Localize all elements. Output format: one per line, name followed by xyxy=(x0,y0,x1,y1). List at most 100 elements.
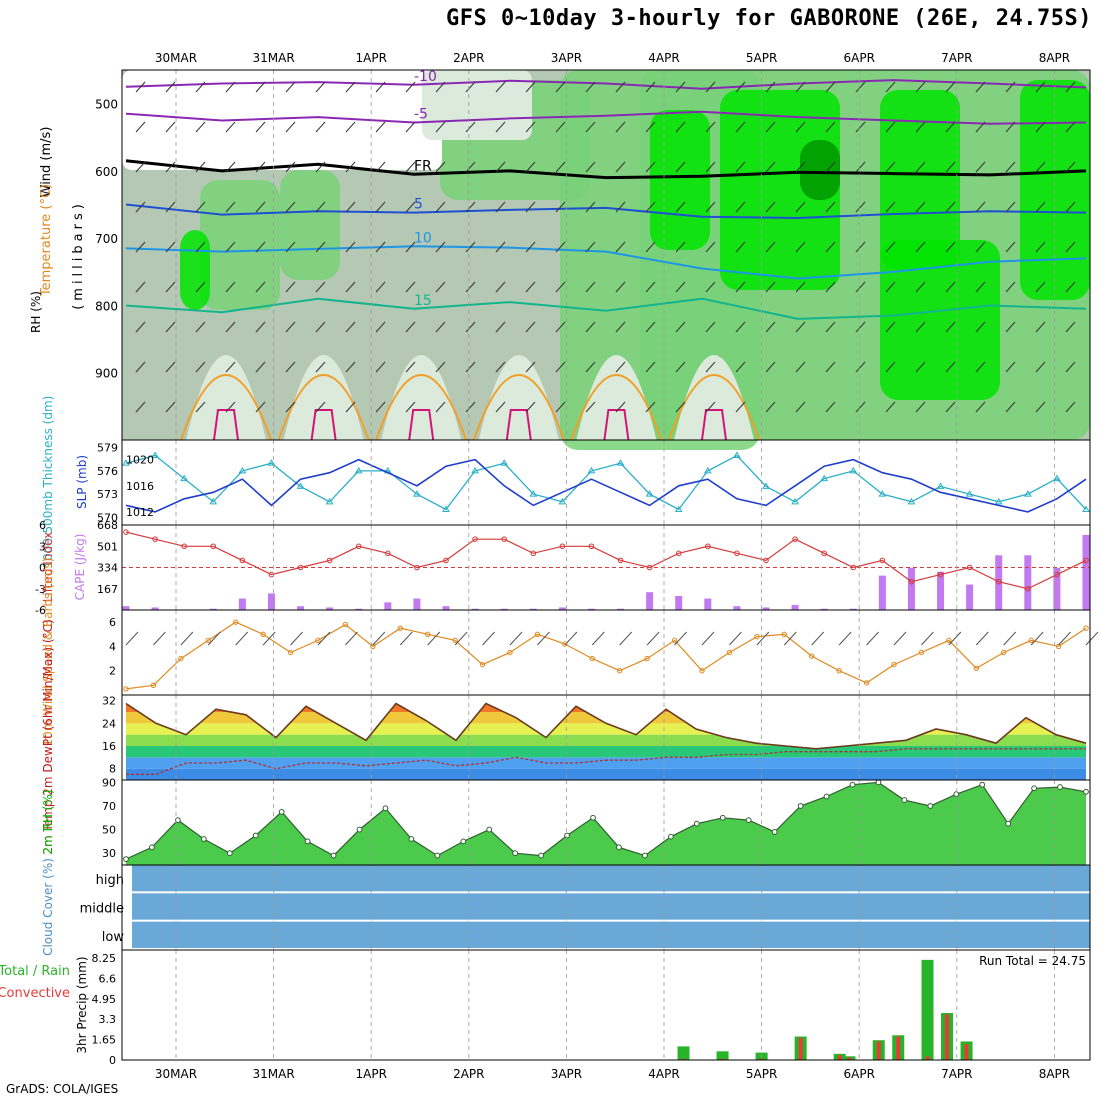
wind-barb xyxy=(825,161,836,173)
rh-point xyxy=(174,817,181,824)
thickness-point xyxy=(965,490,974,497)
wind-barb xyxy=(525,361,536,373)
wind-barb xyxy=(225,121,236,133)
precip-convective-bar xyxy=(798,1037,803,1060)
temp-tick: 24 xyxy=(102,717,116,730)
wind-barb xyxy=(405,401,416,413)
wind-barb xyxy=(915,361,926,373)
li-tick: -3 xyxy=(35,583,46,596)
wind-barb xyxy=(315,281,326,293)
rh-point xyxy=(564,832,570,839)
thickness-point xyxy=(471,466,479,474)
rh-point xyxy=(642,852,648,859)
wind-speed-point xyxy=(863,680,870,686)
lifted-index-point xyxy=(355,543,362,550)
cape-bar xyxy=(500,608,508,610)
wind-barb xyxy=(495,81,506,93)
wind-barb xyxy=(405,161,416,173)
lifted-index-point xyxy=(297,564,304,571)
wind-barb xyxy=(765,241,776,253)
wind-barb xyxy=(495,401,506,413)
wind-speed-point xyxy=(452,637,458,644)
wind-barb xyxy=(405,241,416,253)
chart-title: GFS 0~10day 3-hourly for GABORONE (26E, … xyxy=(445,6,1092,31)
wind-barb xyxy=(195,321,206,333)
cape-bar xyxy=(995,555,1003,610)
wind-barb xyxy=(285,161,296,173)
wind-barb xyxy=(165,81,176,93)
wind-barb xyxy=(765,161,776,173)
wind-barb xyxy=(855,321,866,333)
rh-tick: 90 xyxy=(102,776,116,789)
slp-tick: 1020 xyxy=(126,454,154,467)
cape-bar xyxy=(762,607,770,610)
precip-convective-bar xyxy=(964,1043,969,1060)
temp-band xyxy=(126,703,1086,712)
wind-barb xyxy=(645,321,656,333)
rh-point xyxy=(252,832,259,839)
rh-region xyxy=(650,110,710,250)
wind-barb xyxy=(435,81,446,93)
thickness-point xyxy=(296,482,305,489)
temp-contour-20 xyxy=(472,374,565,441)
rh-region xyxy=(280,170,340,280)
wind-barb xyxy=(729,631,742,646)
temperature-contour xyxy=(125,79,1087,90)
slp-axis-label: SLP (mb) xyxy=(75,455,89,509)
thickness-point xyxy=(878,490,887,497)
wind-barb xyxy=(783,631,797,646)
rh-point xyxy=(590,814,596,821)
wind-barb xyxy=(495,241,506,253)
wind-barb xyxy=(555,281,566,293)
rh-region xyxy=(880,90,960,270)
rh-point xyxy=(382,805,389,812)
wind-barb xyxy=(315,361,326,373)
wind-barb xyxy=(345,281,356,293)
wind-barb xyxy=(509,631,523,646)
wind-barb xyxy=(1035,201,1046,213)
li-tick: 6 xyxy=(39,519,46,532)
wind-barb xyxy=(465,401,476,413)
wind-barb xyxy=(1005,401,1016,413)
wind-barb xyxy=(135,361,146,373)
wind-barb xyxy=(765,281,776,293)
bottom-date-label: 2APR xyxy=(453,1067,484,1081)
top-date-label: 6APR xyxy=(843,51,874,65)
wind-barb xyxy=(454,631,468,646)
wind-barb xyxy=(165,241,176,253)
rh-point xyxy=(304,838,311,845)
wind-barb xyxy=(765,321,776,333)
cape-bar xyxy=(646,592,654,610)
wind-barb xyxy=(675,121,686,133)
wind-barb xyxy=(705,321,716,333)
cape-bar xyxy=(1053,568,1061,610)
rh-point xyxy=(330,852,337,859)
precip-convective-bar xyxy=(876,1041,881,1060)
wind-barb xyxy=(945,81,956,93)
wind-barb xyxy=(375,281,386,293)
cloud-layer xyxy=(132,921,1090,948)
wind-barb xyxy=(915,81,926,93)
wind-barb xyxy=(435,121,446,133)
wind-barb xyxy=(555,121,566,133)
wind-barb xyxy=(495,281,506,293)
temperature-contour xyxy=(125,203,1087,220)
thickness-tick: 570 xyxy=(97,511,118,524)
precip-tick: 3.3 xyxy=(99,1013,117,1026)
wind-speed-point xyxy=(150,682,157,688)
thickness-point xyxy=(238,466,247,474)
li-tick: 0 xyxy=(39,562,46,575)
lifted-index-point xyxy=(588,543,595,550)
wind-barb xyxy=(495,161,506,173)
rh-axis-label: RH (%) xyxy=(29,291,43,333)
wind-barb xyxy=(195,281,206,293)
wind-barb xyxy=(195,241,206,253)
wind-barb xyxy=(975,121,986,133)
cape-bar xyxy=(297,606,305,610)
cloud-axis-label: Cloud Cover (%) xyxy=(41,858,55,956)
wind-speed-point xyxy=(754,634,760,640)
temp-contour-20 xyxy=(277,374,370,441)
dry-plume xyxy=(674,355,754,440)
lifted-index-point xyxy=(210,543,217,550)
rh-region xyxy=(180,230,210,310)
